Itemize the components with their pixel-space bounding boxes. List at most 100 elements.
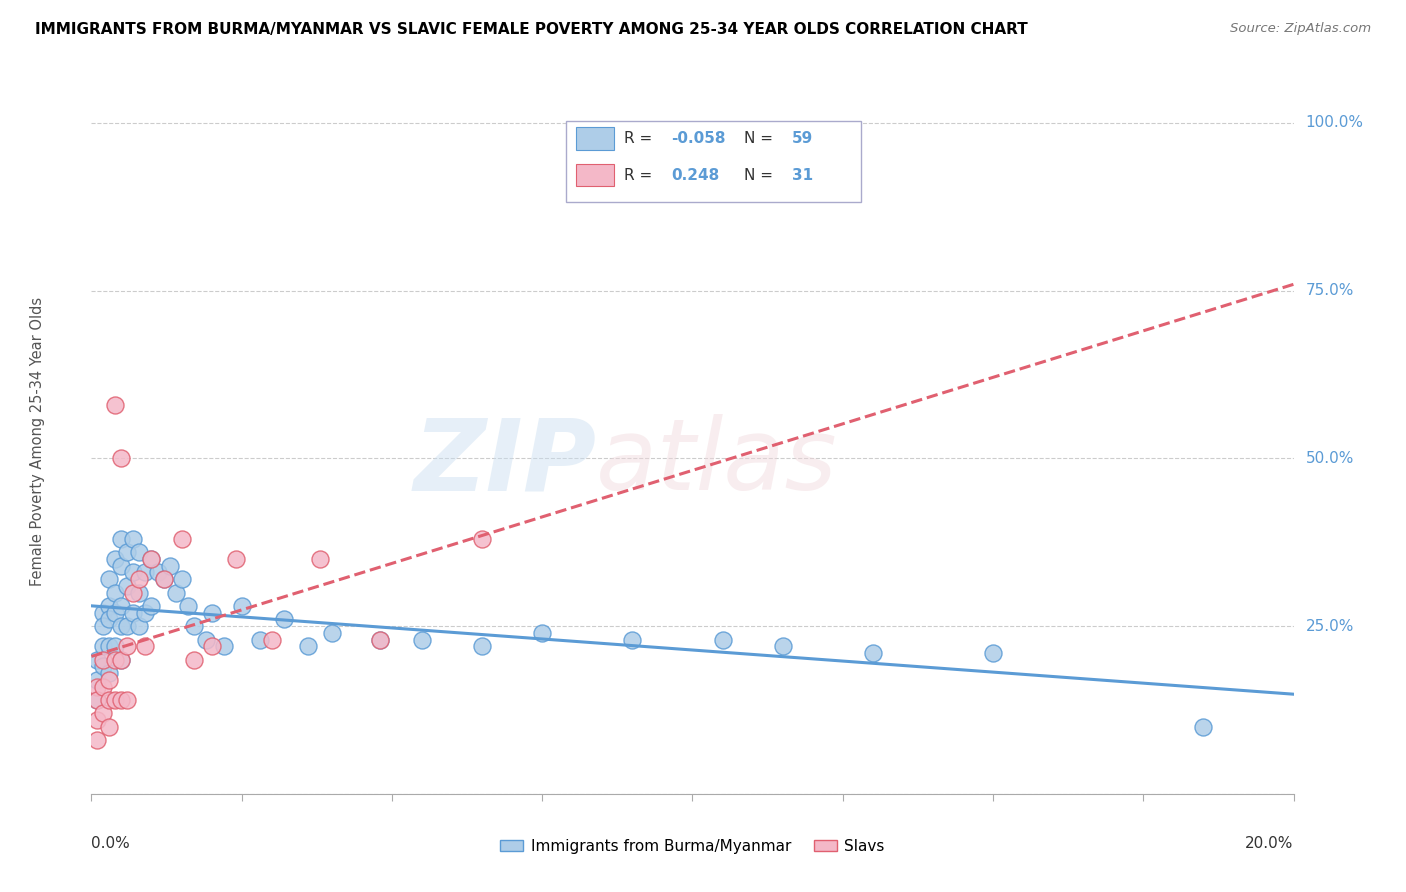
Point: [104, 552, 127, 566]
Point: [141, 552, 163, 566]
Point: [981, 646, 1004, 660]
Point: [110, 599, 132, 613]
Point: [122, 532, 145, 546]
Point: [104, 398, 127, 412]
Point: [368, 632, 391, 647]
Point: [134, 639, 156, 653]
Point: [531, 625, 554, 640]
Point: [128, 619, 150, 633]
Point: [183, 653, 205, 667]
Point: [134, 566, 156, 580]
Point: [110, 558, 132, 573]
Text: 0.0%: 0.0%: [91, 836, 131, 851]
Point: [621, 632, 644, 647]
Point: [128, 585, 150, 599]
Point: [471, 639, 494, 653]
Point: [104, 639, 127, 653]
Point: [411, 632, 433, 647]
Point: [86, 733, 108, 747]
FancyBboxPatch shape: [576, 164, 614, 186]
Point: [98, 599, 121, 613]
Point: [170, 572, 193, 586]
Text: R =: R =: [624, 168, 657, 183]
Point: [93, 680, 115, 694]
Point: [152, 572, 174, 586]
Point: [146, 566, 169, 580]
Point: [98, 666, 121, 681]
Text: 31: 31: [792, 168, 813, 183]
Point: [165, 585, 187, 599]
Point: [471, 532, 494, 546]
Point: [122, 585, 145, 599]
Legend: Immigrants from Burma/Myanmar, Slavs: Immigrants from Burma/Myanmar, Slavs: [494, 833, 891, 860]
Point: [128, 572, 150, 586]
Text: 75.0%: 75.0%: [1306, 283, 1354, 298]
Point: [98, 639, 121, 653]
Text: 100.0%: 100.0%: [1306, 115, 1364, 130]
FancyBboxPatch shape: [576, 128, 614, 150]
Point: [86, 713, 108, 727]
Text: 50.0%: 50.0%: [1306, 450, 1354, 466]
Text: ZIP: ZIP: [413, 414, 596, 511]
Point: [225, 552, 247, 566]
Point: [98, 693, 121, 707]
Point: [98, 612, 121, 626]
Point: [260, 632, 283, 647]
Point: [110, 653, 132, 667]
Text: N =: N =: [744, 168, 778, 183]
Point: [273, 612, 295, 626]
Text: 59: 59: [792, 131, 814, 146]
FancyBboxPatch shape: [567, 121, 860, 202]
Point: [110, 693, 132, 707]
Point: [321, 625, 343, 640]
Text: 20.0%: 20.0%: [1246, 836, 1294, 851]
Point: [201, 606, 224, 620]
Point: [117, 545, 139, 559]
Point: [249, 632, 271, 647]
Point: [104, 693, 127, 707]
Point: [93, 619, 115, 633]
Text: atlas: atlas: [596, 414, 838, 511]
Point: [711, 632, 734, 647]
Text: R =: R =: [624, 131, 657, 146]
Point: [141, 552, 163, 566]
Point: [86, 680, 108, 694]
Text: Female Poverty Among 25-34 Year Olds: Female Poverty Among 25-34 Year Olds: [30, 297, 45, 586]
Point: [117, 619, 139, 633]
Point: [117, 693, 139, 707]
Text: N =: N =: [744, 131, 778, 146]
Point: [110, 451, 132, 466]
Point: [134, 606, 156, 620]
Point: [368, 632, 391, 647]
Point: [1192, 720, 1215, 734]
Point: [86, 673, 108, 687]
Point: [297, 639, 319, 653]
Point: [93, 659, 115, 673]
Point: [231, 599, 253, 613]
Point: [86, 693, 108, 707]
Point: [122, 566, 145, 580]
Point: [862, 646, 884, 660]
Point: [93, 706, 115, 721]
Point: [176, 599, 198, 613]
Point: [308, 552, 330, 566]
Point: [170, 532, 193, 546]
Point: [104, 653, 127, 667]
Point: [86, 693, 108, 707]
Point: [110, 532, 132, 546]
Point: [201, 639, 224, 653]
Point: [117, 579, 139, 593]
Text: -0.058: -0.058: [671, 131, 725, 146]
Point: [152, 572, 174, 586]
Point: [159, 558, 181, 573]
Text: IMMIGRANTS FROM BURMA/MYANMAR VS SLAVIC FEMALE POVERTY AMONG 25-34 YEAR OLDS COR: IMMIGRANTS FROM BURMA/MYANMAR VS SLAVIC …: [35, 22, 1028, 37]
Point: [117, 639, 139, 653]
Point: [93, 653, 115, 667]
Point: [128, 545, 150, 559]
Point: [212, 639, 235, 653]
Point: [183, 619, 205, 633]
Point: [86, 653, 108, 667]
Point: [93, 606, 115, 620]
Point: [141, 599, 163, 613]
Point: [104, 585, 127, 599]
